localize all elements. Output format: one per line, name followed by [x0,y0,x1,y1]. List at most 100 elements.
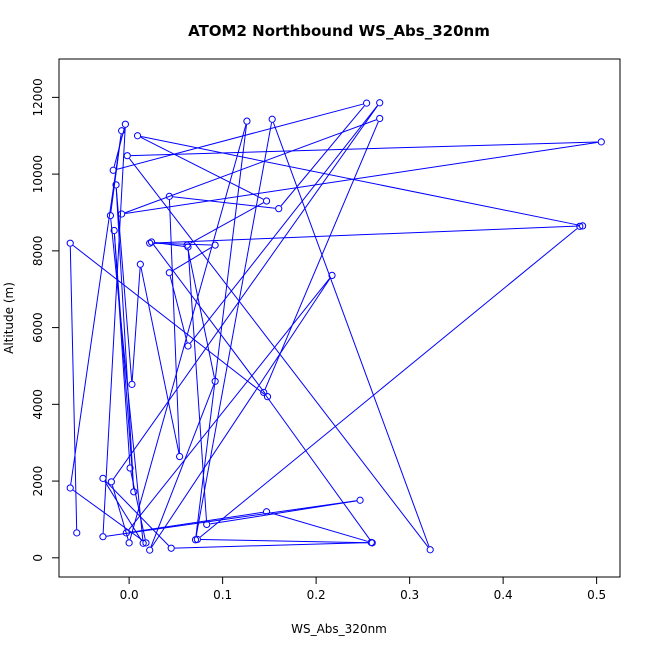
chart-title: ATOM2 Northbound WS_Abs_320nm [188,22,490,40]
data-point [579,222,587,230]
series-segment [72,244,265,395]
series-segment [140,136,264,200]
series-segment [195,122,273,537]
series-segment [111,485,129,540]
series-segment [264,121,379,390]
data-point [183,241,191,249]
data-point [328,271,336,280]
series-segment [140,135,580,226]
data-point [128,380,136,388]
series-segment [129,124,247,540]
series-segment [153,242,212,246]
data-point [139,539,147,547]
data-point [211,241,219,249]
series-segment [69,246,78,530]
series-segment [269,512,368,542]
data-point [165,192,173,200]
data-point [118,127,126,135]
data-point [243,117,251,125]
x-tick-label: 0.2 [307,588,326,602]
data-point [130,488,138,496]
x-tick-label: 0.3 [400,588,419,602]
data-point [147,238,156,246]
y-tick-label: 2000 [31,466,45,497]
data-point [211,377,219,385]
series-segment [130,471,146,540]
series-segment [280,105,365,207]
data-point [73,529,81,537]
data-point [106,211,115,220]
data-point [363,99,371,107]
y-axis: 0 2000 4000 6000 8000 10000 12000 [31,78,60,562]
data-point [260,388,268,397]
series-segment [125,141,598,214]
y-axis-label: Altitude (m) [2,282,16,354]
data-point [125,539,133,547]
x-axis-label: WS_Abs_320nm [291,622,387,636]
series-segment [129,511,264,533]
data-point [112,181,120,189]
x-tick-label: 0.1 [213,588,232,602]
series-segment [102,127,126,534]
x-axis: 0.0 0.1 0.2 0.3 0.4 0.5 [120,576,606,602]
data-point [193,535,201,543]
series-segment [124,119,377,214]
series-segment [174,542,368,549]
series-segment [151,278,331,548]
series-segment [189,202,264,244]
data-point [184,342,192,350]
data-point [146,546,154,554]
series-segment [140,267,180,454]
data-point [275,205,283,213]
data-point [110,226,118,235]
data-point [99,533,107,541]
data-point [426,546,434,554]
data-point [597,138,605,146]
series-segment [128,277,331,531]
series-segment [104,481,142,541]
data-point [126,464,134,472]
series-segment [115,188,133,381]
series-segment [70,134,122,485]
series-segment [106,500,357,537]
data-point [368,539,376,547]
series-segment [113,234,131,465]
series-segment [272,122,430,547]
data-point [203,520,211,529]
data-point [376,99,384,107]
data-point [356,496,364,504]
data-point [167,544,175,552]
data-point [121,120,129,128]
series-segment [110,134,122,213]
data-point [99,474,107,482]
data-point [165,269,173,277]
data-point [66,484,74,492]
series-segment [116,103,364,170]
series-segment [115,188,135,489]
series-segment [130,141,598,157]
series-segment [169,276,188,343]
data-point [66,239,74,247]
x-tick-label: 0.4 [494,588,513,602]
series-segment [153,225,580,244]
series-segment [150,384,215,547]
data-point [142,539,150,547]
y-tick-label: 8000 [31,236,45,267]
x-tick-label: 0.0 [120,588,139,602]
data-point [122,529,130,537]
series-segment [131,267,141,381]
data-point [262,508,271,516]
data-point [576,222,584,230]
data-point [136,260,144,268]
data-point [107,478,115,486]
series-segment [113,105,379,480]
series-segment [187,248,215,378]
series-segment [200,538,369,544]
y-tick-label: 4000 [31,389,45,420]
series-segment [110,219,144,540]
x-tick-label: 0.5 [587,588,606,602]
series-segment [265,395,371,541]
series-segment [195,124,247,537]
